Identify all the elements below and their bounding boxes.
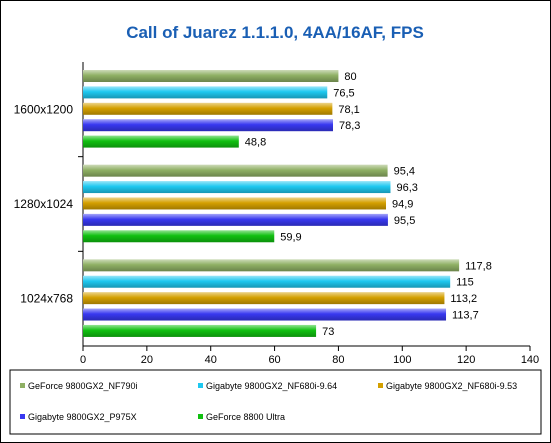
legend-label: Gigabyte 9800GX2_NF680i-9.53 (386, 381, 517, 391)
data-label: 78,1 (338, 104, 359, 116)
bar (83, 86, 328, 99)
legend-swatch (20, 414, 25, 419)
x-tick-label: 20 (141, 354, 153, 366)
legend-swatch (198, 383, 203, 388)
data-label: 78,3 (339, 120, 360, 132)
data-label: 48,8 (245, 137, 266, 149)
legend-label: Gigabyte 9800GX2_NF680i-9.64 (206, 381, 337, 391)
bar (83, 213, 388, 226)
legend-swatch (20, 383, 25, 388)
data-label: 117,8 (465, 260, 492, 272)
bar (83, 164, 388, 177)
x-tick-label: 80 (332, 354, 344, 366)
bar (83, 324, 317, 337)
legend-label: Gigabyte 9800GX2_P975X (28, 412, 137, 422)
legend-swatch (198, 414, 203, 419)
legend-swatch (378, 383, 383, 388)
data-label: 95,4 (394, 166, 415, 178)
legend-label: GeForce 9800GX2_NF790i (28, 381, 138, 391)
plot-area: 0 20 40 60 80 100 120 140 1600x1200 80 76,5 78,1 78,… (14, 62, 539, 366)
bar (83, 292, 445, 305)
x-tick-label: 100 (393, 354, 411, 366)
chart-title: Call of Juarez 1.1.1.0, 4AA/16AF, FPS (126, 23, 424, 42)
data-label: 76,5 (333, 87, 354, 99)
data-label: 96,3 (396, 182, 417, 194)
data-label: 73 (322, 326, 334, 338)
category-label: 1280x1024 (14, 197, 74, 211)
bar (83, 135, 239, 148)
bar (83, 102, 333, 115)
bar (83, 70, 339, 82)
data-label: 113,7 (452, 310, 479, 322)
data-label: 115 (456, 277, 474, 289)
x-tick-label: 140 (521, 354, 539, 366)
data-label: 80 (344, 71, 356, 83)
bar (83, 197, 387, 210)
data-label: 113,2 (450, 293, 477, 305)
legend: GeForce 9800GX2_NF790i Gigabyte 9800GX2_N… (20, 381, 517, 422)
x-tick-label: 60 (268, 354, 280, 366)
legend-box (9, 369, 542, 435)
x-tick-label: 40 (205, 354, 217, 366)
bar (83, 275, 451, 288)
category-label: 1600x1200 (14, 102, 74, 116)
bar (83, 259, 460, 272)
bar (83, 308, 447, 321)
bar (83, 119, 334, 132)
bar (83, 181, 391, 194)
bar (83, 230, 275, 243)
category-label: 1024x768 (20, 292, 73, 306)
data-label: 94,9 (392, 198, 413, 210)
x-tick-label: 120 (457, 354, 475, 366)
data-label: 95,5 (394, 215, 415, 227)
x-tick-label: 0 (80, 354, 86, 366)
data-label: 59,9 (280, 231, 301, 243)
legend-label: GeForce 8800 Ultra (206, 412, 285, 422)
